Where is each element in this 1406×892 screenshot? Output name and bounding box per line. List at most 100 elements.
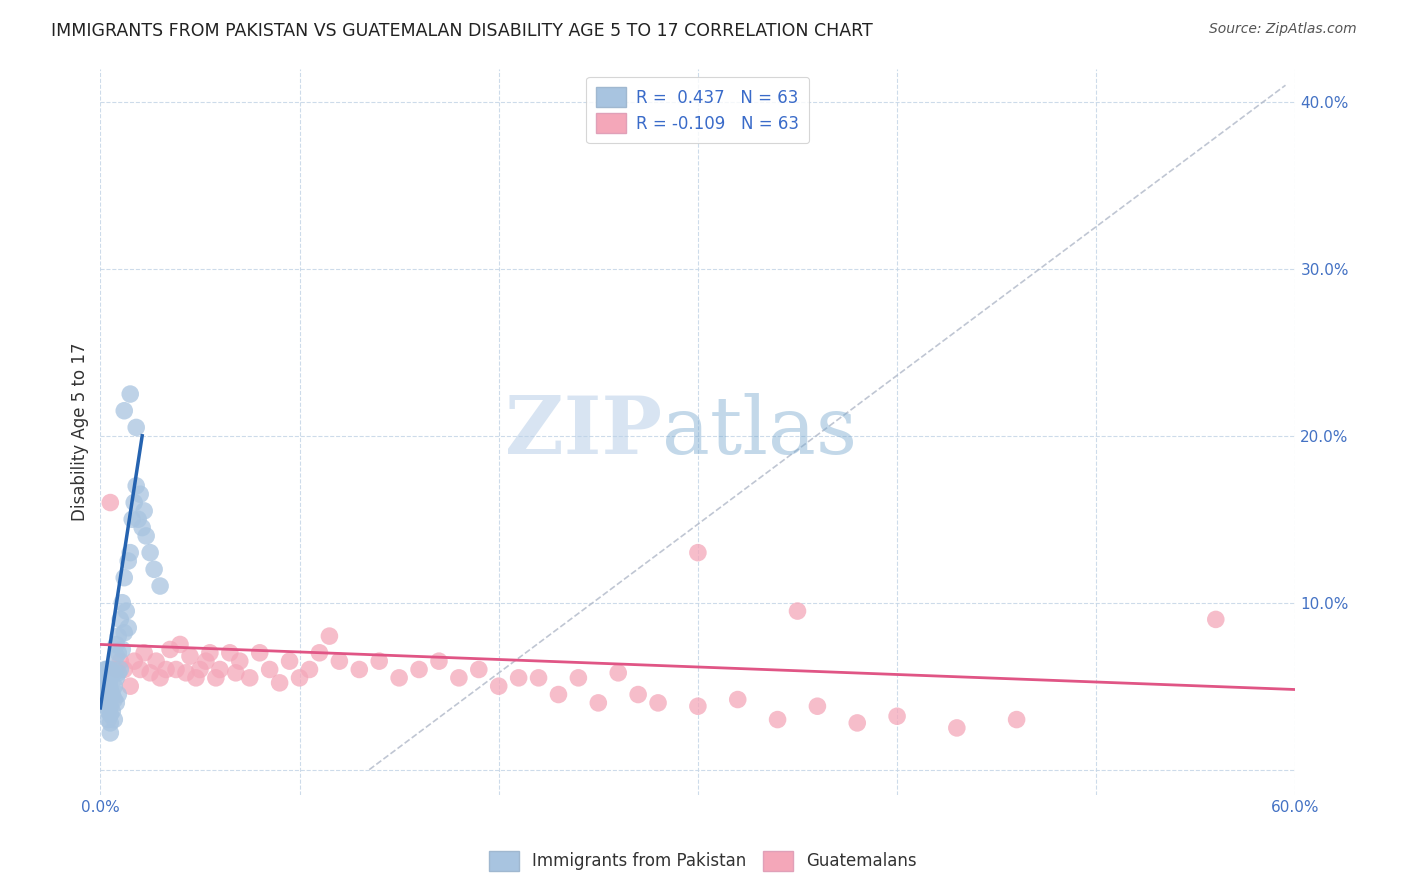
Point (96, 671, 118, 685)
Point (101, 688, 124, 702)
Point (527, 671, 550, 685)
Point (259, 663, 281, 677)
Point (103, 692, 125, 706)
Point (129, 663, 152, 677)
Point (97, 713, 120, 727)
Text: atlas: atlas (662, 392, 858, 471)
Point (105, 696, 128, 710)
Point (112, 663, 135, 677)
Point (111, 642, 134, 657)
Point (145, 654, 167, 668)
Point (96, 692, 118, 706)
Point (149, 579, 172, 593)
Point (97, 688, 120, 702)
Legend: R =  0.437   N = 63, R = -0.109   N = 63: R = 0.437 N = 63, R = -0.109 N = 63 (586, 77, 810, 144)
Point (110, 612, 132, 626)
Point (308, 646, 330, 660)
Point (288, 671, 311, 685)
Point (96, 679, 118, 693)
Point (508, 671, 530, 685)
Point (174, 665, 197, 680)
Point (117, 621, 139, 635)
Point (567, 671, 589, 685)
Point (225, 665, 247, 680)
Point (97, 704, 120, 718)
Point (131, 520, 153, 534)
Point (103, 665, 125, 680)
Point (98, 715, 121, 730)
Point (229, 654, 252, 668)
Text: IMMIGRANTS FROM PAKISTAN VS GUATEMALAN DISABILITY AGE 5 TO 17 CORRELATION CHART: IMMIGRANTS FROM PAKISTAN VS GUATEMALAN D… (51, 22, 872, 40)
Point (94, 663, 117, 677)
Point (427, 654, 450, 668)
Point (134, 504, 156, 518)
Point (111, 596, 134, 610)
Point (349, 663, 371, 677)
Point (846, 715, 869, 730)
Point (468, 663, 491, 677)
Point (886, 709, 908, 723)
Point (278, 654, 301, 668)
Point (686, 699, 709, 714)
Point (806, 699, 828, 714)
Point (117, 554, 139, 568)
Point (107, 688, 129, 702)
Point (127, 512, 149, 526)
Point (239, 671, 262, 685)
Point (96, 699, 118, 714)
Point (647, 696, 669, 710)
Point (112, 403, 135, 417)
Point (107, 646, 129, 660)
Point (98, 671, 121, 685)
Point (125, 420, 148, 434)
Point (627, 688, 650, 702)
Point (101, 665, 124, 680)
Point (98, 495, 121, 509)
Point (105, 637, 128, 651)
Point (125, 479, 148, 493)
Point (97, 671, 120, 685)
Point (388, 671, 411, 685)
Point (97, 679, 120, 693)
Point (1005, 713, 1028, 727)
Point (318, 629, 340, 643)
Point (155, 663, 177, 677)
Point (208, 663, 231, 677)
Point (98, 690, 121, 705)
Point (139, 665, 162, 680)
Point (98, 676, 121, 690)
Point (103, 713, 125, 727)
Point (107, 665, 129, 680)
Point (198, 646, 221, 660)
Point (165, 663, 187, 677)
Point (218, 646, 240, 660)
Point (547, 688, 569, 702)
Point (169, 637, 191, 651)
Point (97, 696, 120, 710)
Point (98, 699, 121, 714)
Point (766, 713, 789, 727)
Point (946, 721, 969, 735)
Point (149, 671, 172, 685)
Point (368, 654, 391, 668)
Point (588, 696, 610, 710)
Point (727, 692, 749, 706)
Point (249, 646, 271, 660)
Point (105, 663, 128, 677)
Point (269, 676, 291, 690)
Point (298, 663, 321, 677)
Text: Source: ZipAtlas.com: Source: ZipAtlas.com (1209, 22, 1357, 37)
Point (98, 663, 121, 677)
Point (103, 679, 125, 693)
Point (122, 495, 145, 509)
Point (96, 682, 118, 697)
Point (120, 387, 142, 401)
Point (105, 649, 128, 664)
Point (447, 671, 470, 685)
Text: ZIP: ZIP (505, 392, 662, 471)
Point (120, 679, 142, 693)
Point (101, 704, 124, 718)
Point (686, 546, 709, 560)
Point (328, 654, 350, 668)
Point (107, 629, 129, 643)
